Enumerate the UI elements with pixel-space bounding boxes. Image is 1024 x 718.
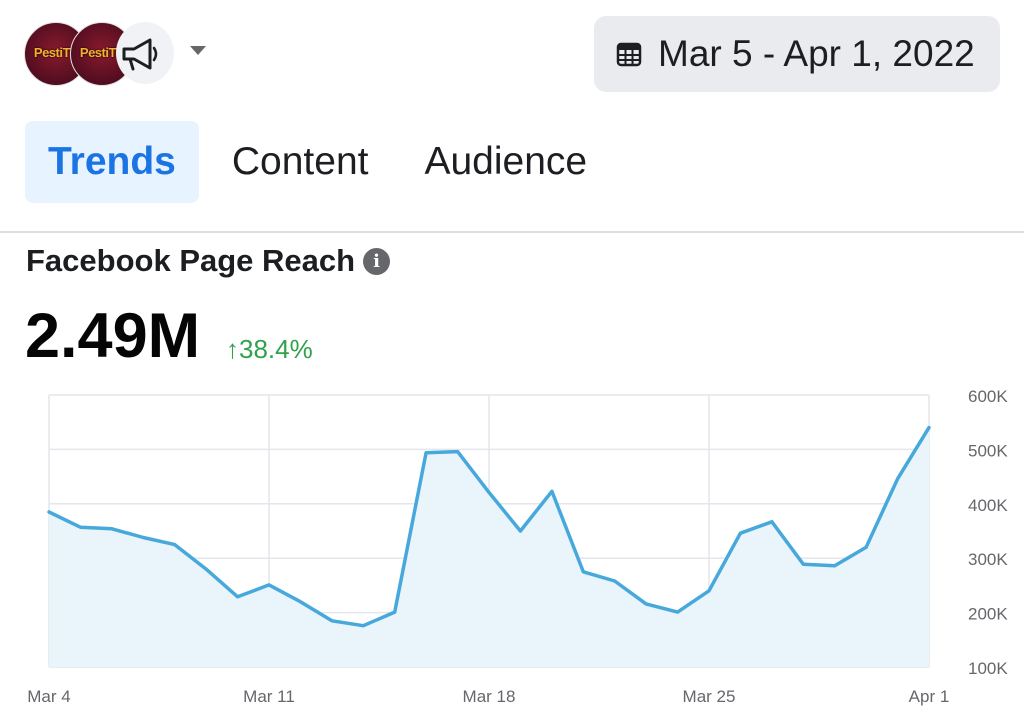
divider: [0, 231, 1024, 233]
reach-chart: 100K 200K 300K 400K 500K 600K Mar 4 Mar 11 Mar 1…: [27, 387, 1008, 706]
data-point: [298, 600, 302, 604]
data-point: [47, 510, 51, 514]
x-tick-label: Mar 4: [27, 687, 70, 706]
date-range-button[interactable]: Mar 5 - Apr 1, 2022: [594, 16, 1000, 92]
y-tick-label: 300K: [968, 550, 1008, 569]
y-tick-label: 500K: [968, 441, 1008, 460]
data-point: [833, 564, 837, 568]
series-area: [49, 427, 929, 667]
data-point: [110, 527, 114, 531]
metric-value: 2.49M: [25, 301, 201, 371]
data-point: [896, 477, 900, 481]
data-point: [236, 595, 240, 599]
y-tick-label: 200K: [968, 605, 1008, 624]
page-switcher[interactable]: PestiTV PestiTV: [24, 22, 174, 86]
data-point: [141, 536, 145, 539]
metric-delta: ↑38.4%: [226, 334, 313, 364]
calendar-icon: [616, 42, 642, 67]
chevron-down-icon[interactable]: [190, 46, 206, 55]
data-point: [424, 451, 428, 455]
section-title-text: Facebook Page Reach: [26, 243, 356, 278]
date-range-label: Mar 5 - Apr 1, 2022: [658, 33, 975, 74]
data-point: [393, 610, 397, 614]
data-point: [550, 489, 554, 493]
data-point: [173, 543, 177, 547]
data-point: [927, 426, 931, 430]
x-tick-label: Mar 25: [683, 687, 736, 706]
tab-content[interactable]: Content: [231, 140, 369, 183]
data-point: [330, 619, 334, 623]
megaphone-avatar: [116, 22, 174, 84]
tab-trends[interactable]: Trends: [25, 121, 199, 203]
data-point: [801, 562, 805, 566]
data-point: [644, 602, 648, 606]
megaphone-icon: [122, 38, 158, 71]
data-point: [78, 525, 82, 529]
data-point: [267, 583, 271, 587]
x-tick-label: Mar 18: [463, 687, 516, 706]
data-point: [676, 610, 680, 614]
data-point: [518, 529, 522, 533]
data-point: [707, 589, 711, 593]
data-point: [487, 490, 491, 494]
x-tick-label: Mar 11: [243, 687, 295, 706]
data-point: [204, 567, 208, 571]
section-title: Facebook Page Reach i: [26, 243, 391, 279]
data-point: [864, 545, 868, 549]
insights-tabs: Trends Content Audience: [25, 121, 620, 203]
tab-audience[interactable]: Audience: [424, 140, 588, 183]
data-point: [361, 624, 365, 628]
data-point: [613, 579, 617, 583]
data-point: [456, 450, 460, 454]
y-tick-label: 100K: [968, 659, 1008, 678]
x-tick-label: Apr 1: [909, 687, 950, 706]
data-point: [770, 520, 774, 524]
y-tick-label: 400K: [968, 496, 1008, 515]
data-point: [738, 531, 742, 535]
info-icon[interactable]: i: [363, 247, 391, 275]
data-point: [581, 570, 585, 574]
y-tick-label: 600K: [968, 387, 1008, 406]
